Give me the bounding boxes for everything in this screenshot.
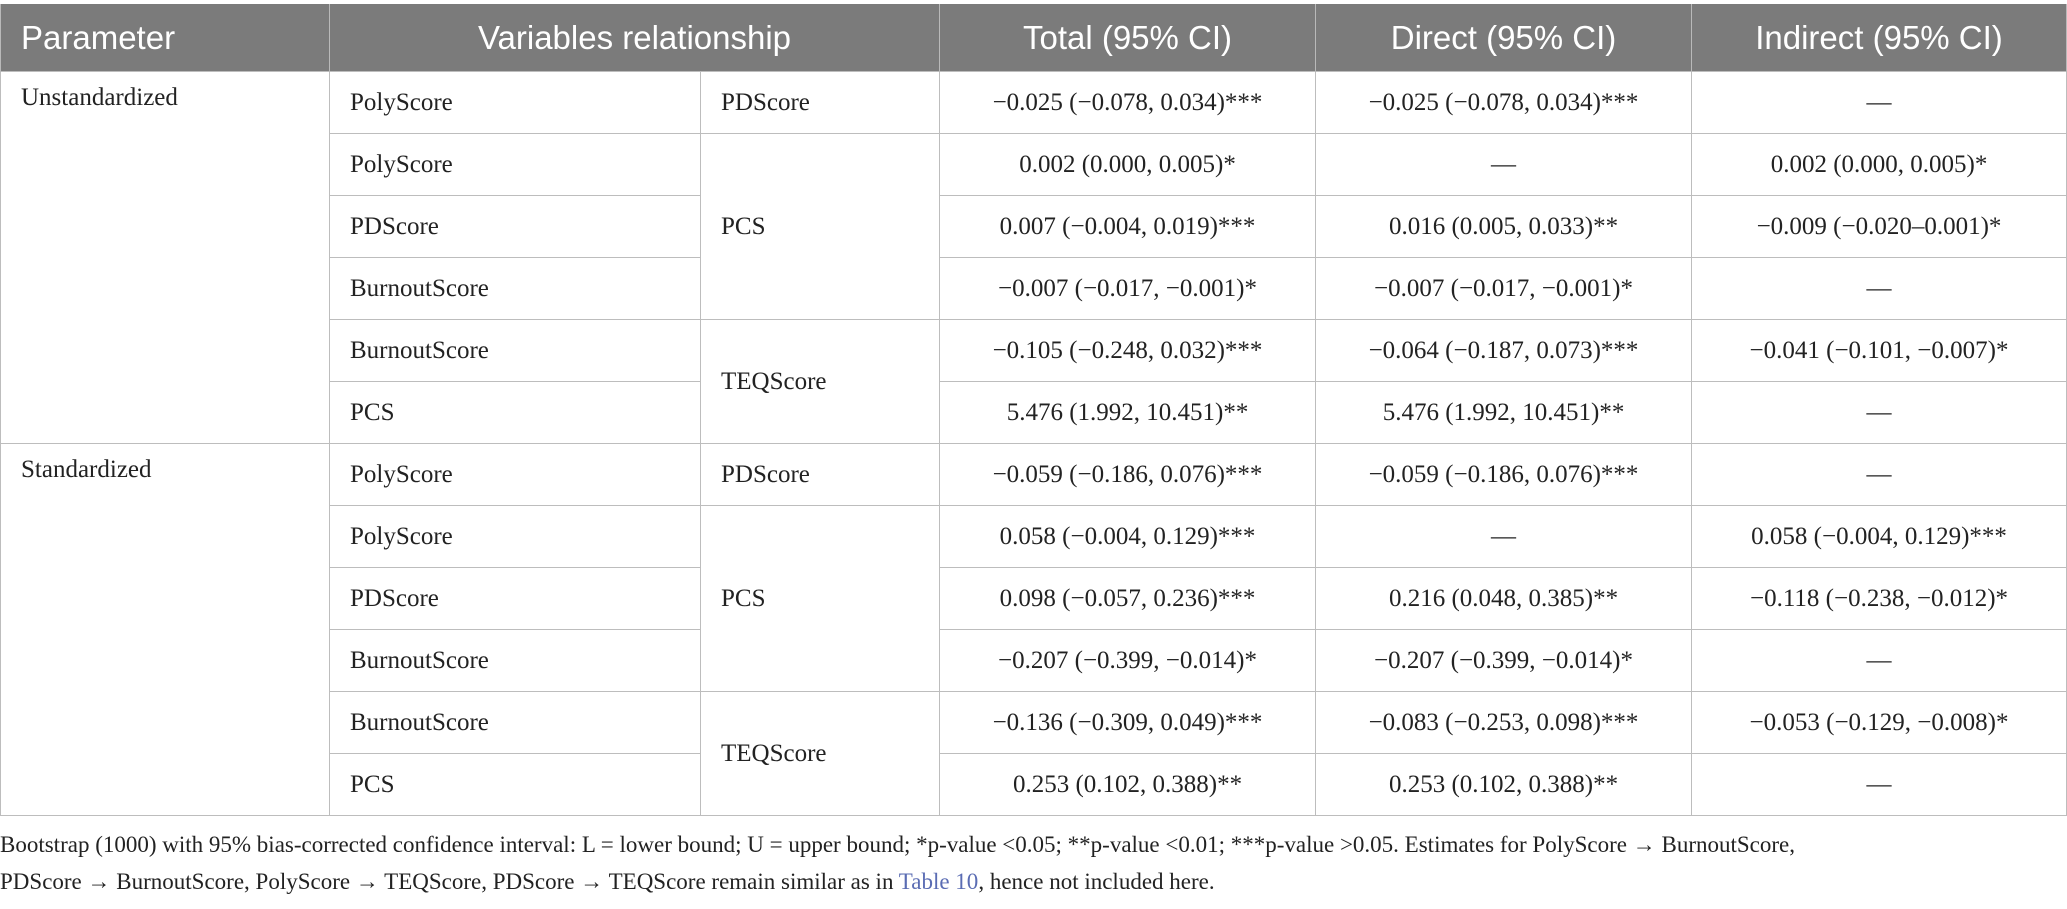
indirect-effect-cell: — [1691, 753, 2067, 816]
predictor-cell: PolyScore [329, 71, 701, 134]
total-effect-cell: −0.025 (−0.078, 0.034)*** [939, 71, 1317, 134]
table-row: Unstandardized PolyScore PDScore −0.025 (−0… [0, 71, 2067, 444]
direct-effect-cell: — [1315, 133, 1693, 196]
mediation-results-table: Parameter Variables relationship Total (… [0, 4, 2067, 816]
outcome-cell: PCS [699, 505, 941, 692]
indirect-effect-cell: −0.041 (−0.101, −0.007)* [1691, 319, 2067, 382]
total-effect-cell: 0.098 (−0.057, 0.236)*** [939, 567, 1317, 630]
indirect-effect-cell: — [1691, 629, 2067, 692]
predictor-cell: PDScore [329, 195, 701, 258]
direct-effect-cell: −0.007 (−0.017, −0.001)* [1315, 257, 1693, 320]
header-indirect: Indirect (95% CI) [1691, 4, 2067, 72]
results-table-container: Parameter Variables relationship Total (… [0, 4, 2067, 816]
direct-effect-cell: — [1315, 505, 1693, 568]
footnote-line-2: PDScore → BurnoutScore, PolyScore → TEQS… [0, 863, 2066, 900]
outcome-cell: TEQScore [699, 691, 941, 816]
direct-effect-cell: −0.207 (−0.399, −0.014)* [1315, 629, 1693, 692]
predictor-cell: PolyScore [329, 443, 701, 506]
predictor-cell: BurnoutScore [329, 629, 701, 692]
total-effect-cell: −0.207 (−0.399, −0.014)* [939, 629, 1317, 692]
direct-effect-cell: 0.216 (0.048, 0.385)** [1315, 567, 1693, 630]
header-variables-relationship: Variables relationship [328, 4, 941, 72]
direct-effect-cell: 0.016 (0.005, 0.033)** [1315, 195, 1693, 258]
indirect-effect-cell: 0.002 (0.000, 0.005)* [1691, 133, 2067, 196]
indirect-effect-cell: — [1691, 443, 2067, 506]
total-effect-cell: 0.058 (−0.004, 0.129)*** [939, 505, 1317, 568]
direct-effect-cell: −0.059 (−0.186, 0.076)*** [1315, 443, 1693, 506]
table-row: PolyScore PCS 0.058 (−0.004, 0.129)*** —0.0… [1, 505, 2067, 692]
footnote-line-2-tail: , hence not included here. [978, 869, 1215, 894]
footnote-line-1: Bootstrap (1000) with 95% bias-corrected… [0, 832, 1795, 857]
predictor-cell: BurnoutScore [329, 691, 701, 754]
indirect-effect-cell: — [1691, 381, 2067, 444]
predictor-cell: PCS [329, 381, 701, 444]
table-row: PDScore 0.007 (−0.004, 0.019)*** 0.016 (0.… [1, 195, 2067, 258]
direct-effect-cell: 0.253 (0.102, 0.388)** [1315, 753, 1693, 816]
table-row: BurnoutScore TEQScore −0.136 (−0.309, 0.04… [1, 691, 2067, 816]
table-10-link[interactable]: Table 10 [898, 869, 979, 894]
total-effect-cell: 0.002 (0.000, 0.005)* [939, 133, 1317, 196]
total-effect-cell: 5.476 (1.992, 10.451)** [939, 381, 1317, 444]
predictor-cell: PCS [329, 753, 701, 816]
predictor-cell: BurnoutScore [329, 257, 701, 320]
total-effect-cell: −0.136 (−0.309, 0.049)*** [939, 691, 1317, 754]
parameter-cell: Unstandardized [0, 71, 330, 444]
predictor-cell: BurnoutScore [329, 319, 701, 382]
header-direct: Direct (95% CI) [1315, 4, 1693, 72]
header-row: Parameter Variables relationship Total (… [0, 4, 2067, 72]
predictor-cell: PDScore [329, 567, 701, 630]
indirect-effect-cell: 0.058 (−0.004, 0.129)*** [1691, 505, 2067, 568]
total-effect-cell: 0.007 (−0.004, 0.019)*** [939, 195, 1317, 258]
direct-effect-cell: −0.064 (−0.187, 0.073)*** [1315, 319, 1693, 382]
table-footnote: Bootstrap (1000) with 95% bias-corrected… [0, 826, 2066, 900]
total-effect-cell: −0.007 (−0.017, −0.001)* [939, 257, 1317, 320]
direct-effect-cell: −0.025 (−0.078, 0.034)*** [1315, 71, 1693, 134]
table-row: BurnoutScore −0.207 (−0.399, −0.014)* −0.2… [1, 629, 2067, 692]
table-header: Parameter Variables relationship Total (… [0, 4, 2067, 72]
parameter-cell: Standardized [0, 443, 330, 816]
total-effect-cell: −0.105 (−0.248, 0.032)*** [939, 319, 1317, 382]
table-row: PCS 5.476 (1.992, 10.451)** 5.476 (1.992, … [1, 381, 2067, 444]
table-body: Unstandardized PolyScore PDScore −0.025 (−0… [0, 71, 2067, 816]
footnote-line-2-text: PDScore → BurnoutScore, PolyScore → TEQS… [0, 869, 899, 894]
outcome-cell: PDScore [699, 443, 941, 506]
table-row: PCS 0.253 (0.102, 0.388)** 0.253 (0.102, 0… [1, 753, 2067, 816]
predictor-cell: PolyScore [329, 505, 701, 568]
direct-effect-cell: 5.476 (1.992, 10.451)** [1315, 381, 1693, 444]
predictor-cell: PolyScore [329, 133, 701, 196]
table-row: Standardized PolyScore PDScore −0.059 (−0.1… [0, 443, 2067, 816]
direct-effect-cell: −0.083 (−0.253, 0.098)*** [1315, 691, 1693, 754]
total-effect-cell: 0.253 (0.102, 0.388)** [939, 753, 1317, 816]
header-total: Total (95% CI) [939, 4, 1317, 72]
indirect-effect-cell: −0.009 (−0.020–0.001)* [1691, 195, 2067, 258]
indirect-effect-cell: −0.118 (−0.238, −0.012)* [1691, 567, 2067, 630]
outcome-cell: PDScore [699, 71, 941, 134]
table-row: BurnoutScore TEQScore −0.105 (−0.248, 0.03… [1, 319, 2067, 444]
indirect-effect-cell: — [1691, 257, 2067, 320]
header-parameter: Parameter [0, 4, 330, 72]
total-effect-cell: −0.059 (−0.186, 0.076)*** [939, 443, 1317, 506]
indirect-effect-cell: — [1691, 71, 2067, 134]
table-row: BurnoutScore −0.007 (−0.017, −0.001)* −0.0… [1, 257, 2067, 320]
outcome-cell: PCS [699, 133, 941, 320]
indirect-effect-cell: −0.053 (−0.129, −0.008)* [1691, 691, 2067, 754]
outcome-cell: TEQScore [699, 319, 941, 444]
